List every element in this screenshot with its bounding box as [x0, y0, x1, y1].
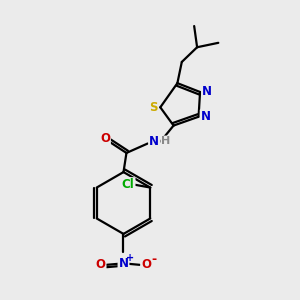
Text: Cl: Cl — [122, 178, 135, 191]
Text: N: N — [202, 85, 212, 98]
Text: N: N — [118, 257, 128, 270]
Text: O: O — [95, 258, 106, 271]
Text: +: + — [126, 253, 134, 263]
Text: O: O — [100, 132, 110, 145]
Text: N: N — [149, 135, 159, 148]
Text: O: O — [141, 258, 151, 271]
Text: N: N — [201, 110, 211, 123]
Text: H: H — [161, 136, 170, 146]
Text: -: - — [151, 253, 156, 266]
Text: S: S — [149, 101, 158, 114]
